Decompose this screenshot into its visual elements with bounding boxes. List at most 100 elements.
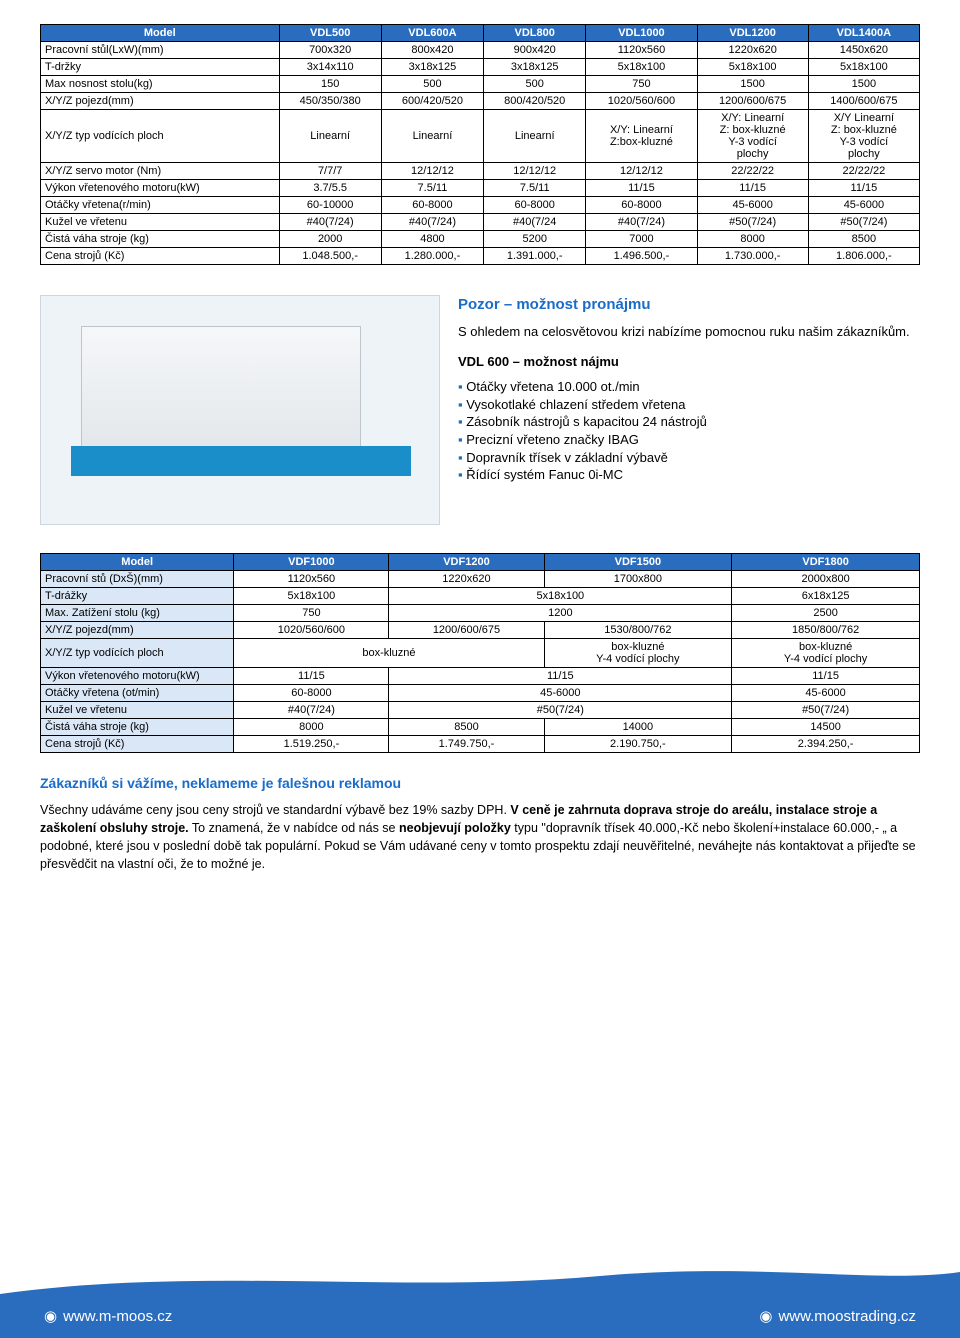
- row-label: Max nosnost stolu(kg): [41, 76, 280, 93]
- globe-icon: ◉: [759, 1307, 772, 1325]
- row-cell: 8500: [808, 231, 919, 248]
- row-cell: 3x18x125: [484, 59, 586, 76]
- t2r5c2: box-kluzné Y-4 vodící plochy: [732, 639, 920, 668]
- nb1: Všechny udáváme ceny jsou ceny strojů ve…: [40, 803, 510, 817]
- t2r6c2: 11/15: [732, 668, 920, 685]
- row-cell: #40(7/24): [279, 214, 381, 231]
- table-row: Otáčky vřetena(r/min)60-1000060-800060-8…: [41, 197, 920, 214]
- t2r4c2: 1530/800/762: [544, 622, 732, 639]
- row-label: X/Y/Z typ vodících ploch: [41, 110, 280, 163]
- t2r1c0: 1120x560: [234, 571, 389, 588]
- row-cell: X/Y: Linearní Z: box-kluzné Y-3 vodící p…: [697, 110, 808, 163]
- t2r7-label: Otáčky vřetena (ot/min): [41, 685, 234, 702]
- t2r9c2: 14000: [544, 719, 732, 736]
- t2r4c0: 1020/560/600: [234, 622, 389, 639]
- vdl-spec-table: Model VDL500 VDL600A VDL800 VDL1000 VDL1…: [40, 24, 920, 265]
- row-cell: 1500: [808, 76, 919, 93]
- t2r3c1: 1200: [389, 605, 732, 622]
- row-cell: 60-8000: [484, 197, 586, 214]
- row-cell: 750: [586, 76, 697, 93]
- row-cell: 11/15: [808, 180, 919, 197]
- row-cell: 1450x620: [808, 42, 919, 59]
- t2r2: T-drážky 5x18x100 5x18x100 6x18x125: [41, 588, 920, 605]
- row-cell: 1.048.500,-: [279, 248, 381, 265]
- t2r5-label: X/Y/Z typ vodících ploch: [41, 639, 234, 668]
- t2r4: X/Y/Z pojezd(mm) 1020/560/600 1200/600/6…: [41, 622, 920, 639]
- vdf-spec-table: Model VDF1000 VDF1200 VDF1500 VDF1800 Pr…: [40, 553, 920, 753]
- promo-title: Pozor – možnost pronájmu: [458, 295, 920, 315]
- t2r10c1: 1.749.750,-: [389, 736, 544, 753]
- t2r10-label: Cena strojů (Kč): [41, 736, 234, 753]
- t2r6c1: 11/15: [389, 668, 732, 685]
- row-label: X/Y/Z servo motor (Nm): [41, 163, 280, 180]
- row-cell: X/Y: Linearní Z:box-kluzné: [586, 110, 697, 163]
- row-cell: 8000: [697, 231, 808, 248]
- row-cell: 3x18x125: [381, 59, 483, 76]
- row-label: X/Y/Z pojezd(mm): [41, 93, 280, 110]
- t2r10c0: 1.519.250,-: [234, 736, 389, 753]
- t2r1-label: Pracovní stů (DxŠ)(mm): [41, 571, 234, 588]
- row-cell: #40(7/24): [381, 214, 483, 231]
- row-cell: 1020/560/600: [586, 93, 697, 110]
- t2h4: VDF1800: [732, 554, 920, 571]
- row-cell: 500: [381, 76, 483, 93]
- footer-right: ◉ www.moostrading.cz: [759, 1307, 916, 1325]
- notice-body: Všechny udáváme ceny jsou ceny strojů ve…: [40, 801, 920, 874]
- t1h5: VDL1200: [697, 25, 808, 42]
- row-cell: 800/420/520: [484, 93, 586, 110]
- t1h1: VDL500: [279, 25, 381, 42]
- t2r7c0: 60-8000: [234, 685, 389, 702]
- row-cell: 45-6000: [808, 197, 919, 214]
- promo-bullet: Otáčky vřetena 10.000 ot./min: [458, 378, 920, 396]
- t2r6c0: 11/15: [234, 668, 389, 685]
- table-row: Výkon vřetenového motoru(kW)3.7/5.57.5/1…: [41, 180, 920, 197]
- row-cell: #40(7/24: [484, 214, 586, 231]
- t2r2c0: 5x18x100: [234, 588, 389, 605]
- row-cell: 11/15: [586, 180, 697, 197]
- table-row: Max nosnost stolu(kg)1505005007501500150…: [41, 76, 920, 93]
- t2r9c1: 8500: [389, 719, 544, 736]
- row-cell: 12/12/12: [484, 163, 586, 180]
- row-cell: 11/15: [697, 180, 808, 197]
- row-cell: 12/12/12: [381, 163, 483, 180]
- t1h3: VDL800: [484, 25, 586, 42]
- t2h2: VDF1200: [389, 554, 544, 571]
- row-label: Cena strojů (Kč): [41, 248, 280, 265]
- row-cell: 1200/600/675: [697, 93, 808, 110]
- t2r8-label: Kužel ve vřetenu: [41, 702, 234, 719]
- row-label: Čistá váha stroje (kg): [41, 231, 280, 248]
- row-cell: 7.5/11: [484, 180, 586, 197]
- row-cell: 1120x560: [586, 42, 697, 59]
- t2r9: Čistá váha stroje (kg) 8000 8500 14000 1…: [41, 719, 920, 736]
- row-cell: #40(7/24): [586, 214, 697, 231]
- row-cell: 7/7/7: [279, 163, 381, 180]
- row-cell: Linearní: [279, 110, 381, 163]
- t2r9c0: 8000: [234, 719, 389, 736]
- t2h3: VDF1500: [544, 554, 732, 571]
- table-row: T-držky3x14x1103x18x1253x18x1255x18x1005…: [41, 59, 920, 76]
- t2r9c3: 14500: [732, 719, 920, 736]
- footer-link-left[interactable]: www.m-moos.cz: [63, 1308, 172, 1325]
- table-row: Cena strojů (Kč)1.048.500,-1.280.000,-1.…: [41, 248, 920, 265]
- row-cell: 1220x620: [697, 42, 808, 59]
- footer-link-right[interactable]: www.moostrading.cz: [778, 1308, 916, 1325]
- row-cell: 7.5/11: [381, 180, 483, 197]
- table2-header-row: Model VDF1000 VDF1200 VDF1500 VDF1800: [41, 554, 920, 571]
- row-cell: 5x18x100: [697, 59, 808, 76]
- promo-bullet: Precizní vřeteno značky IBAG: [458, 431, 920, 449]
- t2r1: Pracovní stů (DxŠ)(mm) 1120x560 1220x620…: [41, 571, 920, 588]
- row-cell: 3.7/5.5: [279, 180, 381, 197]
- t2r6: Výkon vřetenového motoru(kW) 11/15 11/15…: [41, 668, 920, 685]
- promo-bullets: Otáčky vřetena 10.000 ot./minVysokotlaké…: [458, 378, 920, 483]
- t2r4c1: 1200/600/675: [389, 622, 544, 639]
- row-label: Pracovní stůl(LxW)(mm): [41, 42, 280, 59]
- t2h1: VDF1000: [234, 554, 389, 571]
- t2r4-label: X/Y/Z pojezd(mm): [41, 622, 234, 639]
- t2r9-label: Čistá váha stroje (kg): [41, 719, 234, 736]
- table-row: Čistá váha stroje (kg)200048005200700080…: [41, 231, 920, 248]
- row-label: T-držky: [41, 59, 280, 76]
- row-cell: 1400/600/675: [808, 93, 919, 110]
- row-cell: 1.280.000,-: [381, 248, 483, 265]
- notice-title: Zákazníků si vážíme, neklameme je falešn…: [40, 775, 920, 791]
- t2r2c2: 6x18x125: [732, 588, 920, 605]
